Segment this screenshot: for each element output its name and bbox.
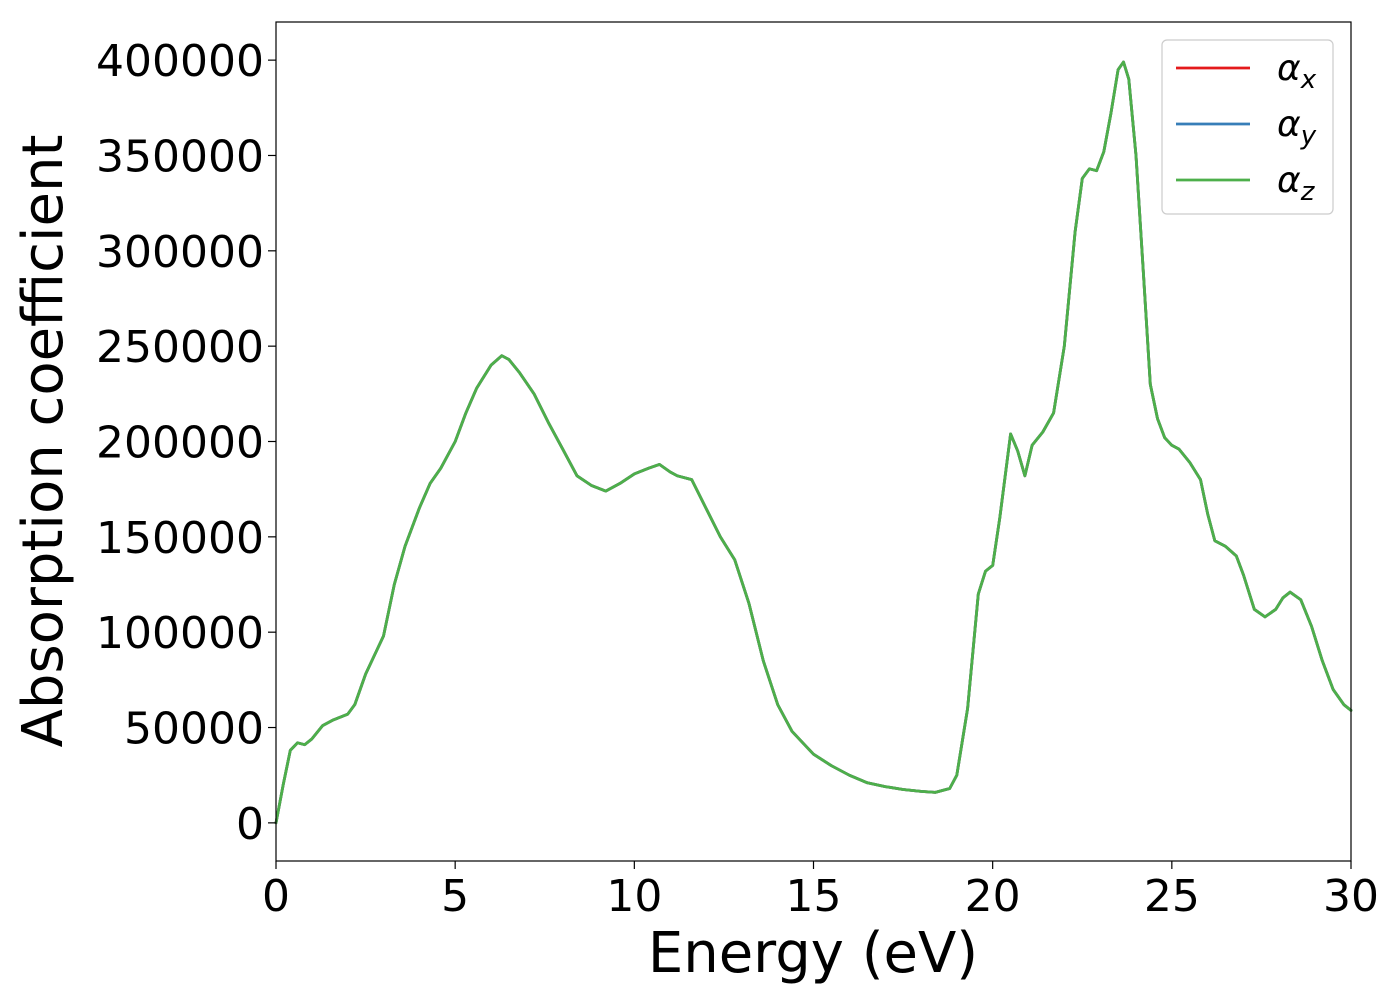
x-axis-label: Energy (eV): [648, 921, 978, 986]
series-line-3: [274, 60, 1353, 825]
y-tick-label: 0: [236, 799, 264, 850]
legend-box: [1161, 39, 1334, 215]
x-tick-label: 30: [1323, 871, 1379, 922]
y-tick-label: 300000: [96, 227, 264, 278]
x-axis: 0 5 10 15 20 25 30: [262, 861, 1379, 922]
x-tick-label: 15: [786, 871, 842, 922]
y-tick-label: 350000: [96, 131, 264, 182]
y-tick-label: 400000: [96, 36, 264, 87]
x-tick-label: 5: [441, 871, 469, 922]
series-layer: [274, 60, 1353, 825]
x-tick-label: 10: [606, 871, 662, 922]
x-tick-label: 0: [262, 871, 290, 922]
y-tick-label: 150000: [96, 513, 264, 564]
y-tick-label: 100000: [96, 608, 264, 659]
y-axis-label: Absorption coefficient: [11, 135, 76, 748]
x-tick-label: 20: [965, 871, 1021, 922]
legend-label-1: αx: [1277, 48, 1317, 95]
legend: αx αy αz: [1161, 39, 1334, 215]
y-axis: 0 50000 100000 150000 200000 250000 300000 3500…: [96, 36, 276, 850]
y-tick-label: 250000: [96, 322, 264, 373]
y-tick-label: 50000: [124, 704, 264, 755]
legend-label-3: αz: [1277, 160, 1316, 207]
x-tick-label: 25: [1144, 871, 1200, 922]
legend-label-2: αy: [1277, 104, 1317, 151]
y-tick-label: 200000: [96, 418, 264, 469]
